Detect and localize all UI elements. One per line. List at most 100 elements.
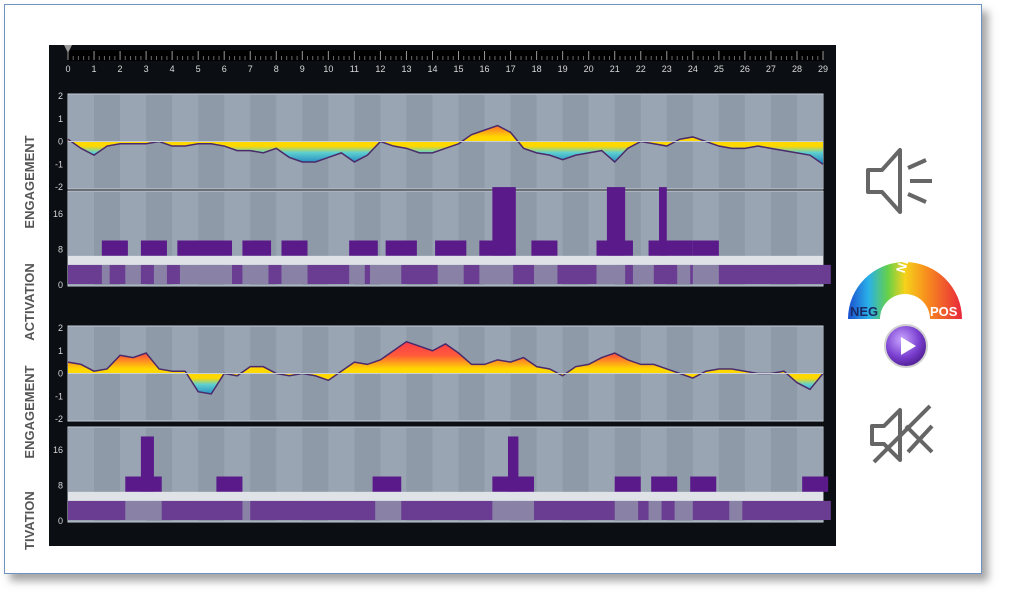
activation-bar <box>101 240 128 256</box>
activation-bar <box>802 476 829 492</box>
y-tick-label: 0 <box>58 137 63 147</box>
timeline-segment <box>250 500 376 520</box>
activation-bar <box>177 240 233 256</box>
x-tick-label: 21 <box>610 64 620 74</box>
activation-bar <box>651 476 678 492</box>
chart-svg: 0 1 2 3 4 5 6 7 8 9 10 11 12 13 14 15 16 17 18 19 20 21 22 23 24… <box>53 45 831 526</box>
x-tick-label: 19 <box>558 64 568 74</box>
x-tick-label: 23 <box>662 64 672 74</box>
engagement-area <box>68 341 823 394</box>
x-tick-label: 18 <box>532 64 542 74</box>
speaker-icon[interactable] <box>862 142 934 220</box>
y-tick-label: -2 <box>55 182 63 192</box>
legend-pos-label: POS <box>930 304 958 319</box>
x-tick-label: 10 <box>323 64 333 74</box>
x-tick-label: 25 <box>714 64 724 74</box>
y-tick-label: 0 <box>58 280 63 290</box>
activation-axis-label-1: ACTIVATION <box>22 263 37 341</box>
mute-icon[interactable] <box>868 402 936 468</box>
x-tick-label: 13 <box>401 64 411 74</box>
engagement-panel-2: 2 1 0 -1 -2 <box>55 323 824 424</box>
activation-bar <box>692 240 719 256</box>
activation-bar <box>435 240 467 256</box>
axis-labels: ENGAGEMENT ACTIVATION ENGAGEMENT ACTIVAT… <box>22 135 37 550</box>
x-tick-label: 16 <box>480 64 490 74</box>
activation-bar <box>492 187 516 256</box>
y-tick-label: 1 <box>58 346 63 356</box>
activation-bar <box>658 187 667 256</box>
engagement-line <box>67 340 824 395</box>
x-tick-label: 9 <box>300 64 305 74</box>
x-tick-label: 11 <box>350 64 359 74</box>
activation-bar <box>216 476 243 492</box>
activation-bar <box>690 476 717 492</box>
x-tick-label: 4 <box>170 64 175 74</box>
timeline-ruler <box>68 50 823 61</box>
timeline-segment <box>692 500 730 520</box>
activation-bar <box>507 436 519 492</box>
y-tick-label: 0 <box>58 369 63 379</box>
activation-bar <box>140 240 167 256</box>
y-tick-label: 2 <box>58 323 63 333</box>
timeline-segment <box>364 264 370 284</box>
activation-bar <box>349 240 378 256</box>
timeline-segment <box>463 264 480 284</box>
x-tick-label: 1 <box>92 64 97 74</box>
timeline-segment <box>401 500 493 520</box>
timeline-segment <box>161 500 243 520</box>
activation-bar <box>648 240 693 256</box>
engagement-axis-label-2: ENGAGEMENT <box>22 365 37 458</box>
activation-bar <box>531 240 558 256</box>
x-tick-label: 17 <box>506 64 516 74</box>
y-tick-label: -2 <box>55 414 63 424</box>
y-tick-label: 16 <box>53 209 63 219</box>
x-tick-label: 2 <box>118 64 123 74</box>
y-tick-label: -1 <box>55 159 63 169</box>
timeline-segment <box>166 264 180 284</box>
y-tick-label: 0 <box>58 516 63 526</box>
timeline-segment <box>513 264 535 284</box>
activation-bar <box>614 476 641 492</box>
legend-neg-label: NEG <box>850 304 879 319</box>
x-tick-label: 28 <box>792 64 802 74</box>
activation-bar <box>606 187 626 256</box>
timeline-segment <box>690 264 693 284</box>
sentiment-gauge-icon <box>848 262 962 319</box>
x-tick-label: 14 <box>427 64 437 74</box>
playhead-marker <box>64 45 72 53</box>
timeline-segment <box>661 500 675 520</box>
x-tick-label: 7 <box>248 64 253 74</box>
activation-bar <box>242 240 272 256</box>
timeline-segment <box>534 500 615 520</box>
engagement-line <box>67 124 824 165</box>
y-tick-label: 8 <box>58 480 63 490</box>
timeline-segment <box>268 264 282 284</box>
timeline-segment <box>68 264 102 284</box>
timeline-segment <box>557 264 597 284</box>
play-icon[interactable] <box>883 323 929 369</box>
x-tick-label: 5 <box>196 64 201 74</box>
activation-bar <box>281 240 308 256</box>
x-tick-label: 6 <box>222 64 227 74</box>
x-tick-label: 8 <box>274 64 279 74</box>
timeline-segment <box>307 264 350 284</box>
x-tick-label: 22 <box>636 64 646 74</box>
engagement-panel-1: 2 1 0 -1 -2 <box>55 91 824 192</box>
engagement-area <box>68 125 823 165</box>
timeline-segment <box>232 264 243 284</box>
y-tick-label: 2 <box>58 91 63 101</box>
y-tick-label: 1 <box>58 114 63 124</box>
timeline-segment <box>401 264 438 284</box>
y-tick-label: -1 <box>55 391 63 401</box>
x-tick-label: 20 <box>584 64 594 74</box>
chart-area: 0 1 2 3 4 5 6 7 8 9 10 11 12 13 14 15 16 17 18 19 20 21 22 23 24… <box>49 45 836 546</box>
timeline-segment <box>718 264 831 284</box>
threshold-band <box>68 255 823 265</box>
y-tick-label: 16 <box>53 445 63 455</box>
x-tick-label: 26 <box>740 64 750 74</box>
timeline-segment <box>140 264 154 284</box>
x-tick-label: 24 <box>688 64 698 74</box>
x-tick-label: 3 <box>144 64 149 74</box>
